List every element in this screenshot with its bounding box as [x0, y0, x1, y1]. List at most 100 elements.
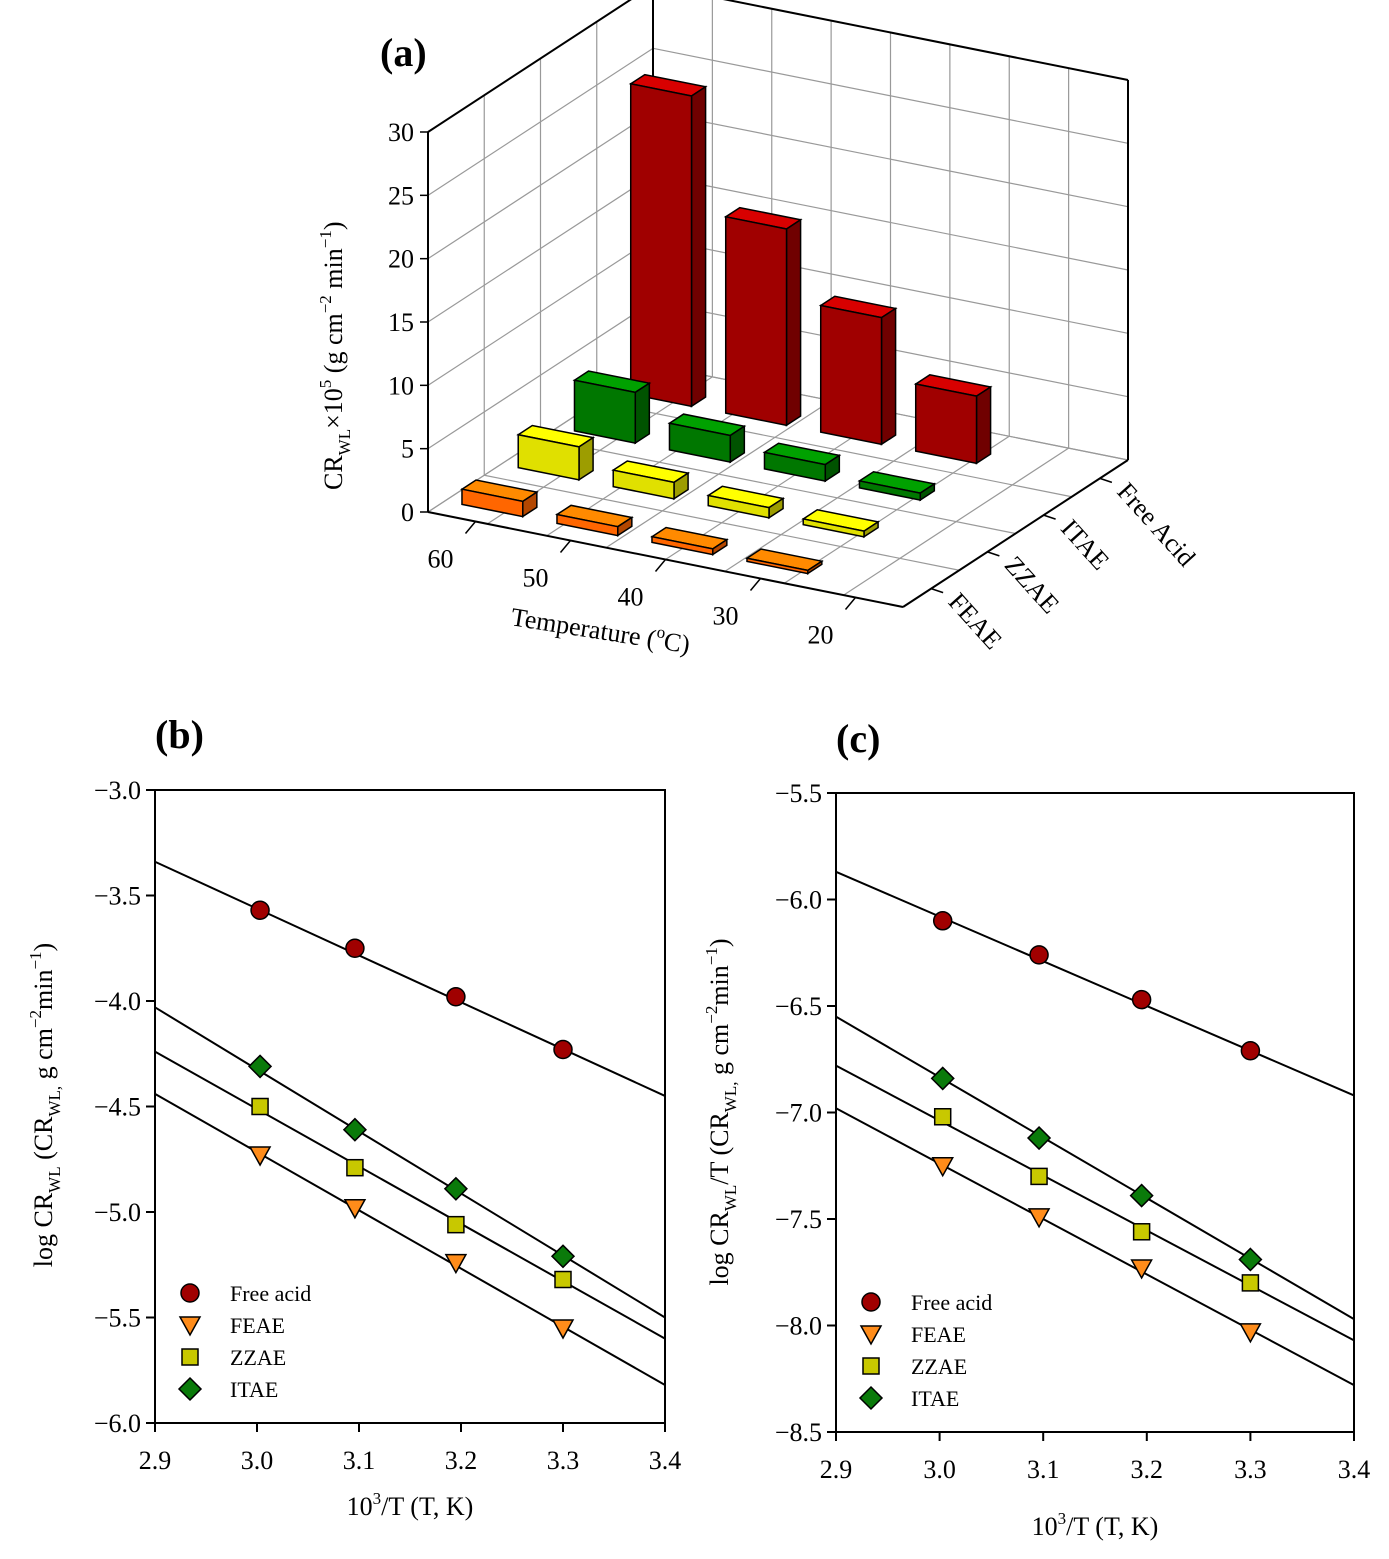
z-tick-label: 25 — [388, 181, 414, 210]
z-tick-label: 30 — [388, 118, 414, 147]
depth-tick-label: ZZAE — [999, 550, 1065, 619]
data-point — [930, 1066, 955, 1091]
data-point — [550, 1244, 576, 1269]
chart-c-fit-lines — [835, 870, 1355, 1387]
data-point — [1130, 1259, 1153, 1280]
data-point — [250, 900, 270, 921]
fit-line-zzae — [154, 1050, 666, 1340]
chart-a-ylabel: CRWL×105 (g cm−2 min−1) — [316, 221, 354, 490]
data-point — [1129, 1183, 1154, 1208]
x-tick-label: 3.2 — [445, 1446, 478, 1475]
bar-feae-30 — [746, 557, 809, 575]
legend-marker — [177, 1376, 203, 1402]
data-point — [1238, 1247, 1263, 1272]
legend-marker — [181, 1348, 199, 1366]
legend-label: Free acid — [911, 1290, 992, 1315]
legend-label: Free acid — [230, 1281, 311, 1306]
fit-line-itae — [154, 1006, 666, 1319]
floor-gridline — [596, 401, 1072, 498]
data-point — [1026, 1125, 1052, 1151]
bar-side — [975, 385, 992, 465]
data-point — [932, 911, 953, 931]
x-tick-label: 30 — [713, 602, 739, 631]
x-tick-label: 50 — [523, 564, 549, 593]
z-tick-label: 20 — [388, 245, 414, 274]
legend-label: ZZAE — [911, 1354, 967, 1379]
depth-tick-label: ITAE — [1055, 514, 1115, 576]
chart-b-frame — [154, 789, 666, 1424]
x-tick-label: 2.9 — [139, 1446, 172, 1475]
x-tick-label: 3.0 — [241, 1446, 274, 1475]
bar-feae-60 — [461, 488, 524, 518]
x-tick-label: 3.1 — [1027, 1455, 1060, 1484]
legend-marker — [178, 1316, 202, 1337]
chart-c-ticks: 2.9 3.0 3.1 3.2 3.3 3.4 −5.5 −6.0 −6.5 −7.0 −7.5 −8… — [775, 779, 1370, 1484]
y-tick-label: −4.0 — [94, 987, 141, 1016]
y-tick-label: −8.0 — [775, 1312, 822, 1341]
chart-a-bars — [460, 73, 993, 575]
chart-a-xlabel: Temperature (oC) — [509, 599, 692, 659]
data-point — [1240, 1040, 1261, 1061]
data-point — [554, 1270, 572, 1289]
chart-c-frame — [835, 792, 1355, 1433]
bar-free-acid-30 — [914, 383, 978, 465]
z-tick-label: 0 — [401, 498, 414, 527]
y-tick-label: −8.5 — [775, 1418, 822, 1447]
bar-zzae-40 — [707, 494, 770, 519]
bar-zzae-60 — [517, 433, 580, 481]
back-top-edge — [722, 0, 1129, 81]
data-point — [247, 1054, 273, 1079]
x-tick — [464, 521, 477, 534]
x-tick-label: 3.3 — [1234, 1455, 1267, 1484]
x-tick-label: 20 — [808, 621, 834, 650]
x-tick — [844, 597, 857, 610]
data-point — [551, 1319, 575, 1340]
chart-b-fit-lines — [154, 860, 666, 1386]
z-tick-label: 5 — [401, 435, 414, 464]
fit-line-free-acid — [835, 870, 1355, 1097]
bar-free-acid-40 — [819, 304, 883, 446]
bar-itae-60 — [573, 379, 637, 444]
legend-marker — [858, 1385, 884, 1411]
y-tick-label: −5.0 — [94, 1198, 141, 1227]
fit-line-itae — [835, 1015, 1355, 1320]
bar-free-acid-50 — [724, 215, 788, 427]
x-tick-label: 3.1 — [343, 1446, 376, 1475]
fit-line-feae — [835, 1107, 1355, 1387]
fit-line-feae — [154, 1092, 666, 1386]
data-point — [342, 1117, 367, 1142]
chart-b-legend: Free acid FEAE ZZAE ITAE — [177, 1281, 311, 1402]
legend-label: ZZAE — [230, 1345, 286, 1370]
legend-label: ITAE — [911, 1386, 959, 1411]
chart-c-xlabel: 103/T (T, K) — [1032, 1509, 1159, 1541]
y-tick-label: −6.0 — [94, 1409, 141, 1438]
legend-label: ITAE — [230, 1377, 278, 1402]
data-point — [1030, 1167, 1048, 1186]
x-tick-label: 3.3 — [547, 1446, 580, 1475]
floor-gridline — [540, 437, 1016, 535]
bar-itae-30 — [858, 480, 922, 501]
x-tick — [654, 559, 667, 572]
data-point — [444, 1253, 468, 1275]
x-tick — [559, 540, 572, 553]
data-point — [346, 1158, 364, 1177]
x-tick-label: 40 — [618, 583, 644, 612]
panel-label-c: (c) — [836, 716, 880, 761]
fit-line-zzae — [835, 1064, 1355, 1342]
y-tick-label: −7.0 — [775, 1099, 822, 1128]
data-point — [443, 1176, 468, 1201]
bar-feae-50 — [556, 513, 619, 537]
data-point — [1241, 1274, 1260, 1292]
panel-label-b: (b) — [155, 712, 204, 757]
chart-c-legend: Free acid FEAE ZZAE ITAE — [858, 1290, 992, 1411]
bar-itae-40 — [763, 451, 827, 482]
x-tick-label: 2.9 — [820, 1455, 853, 1484]
depth-axis-line — [902, 459, 1129, 608]
z-tick-label: 15 — [388, 308, 414, 337]
data-point — [251, 1097, 269, 1116]
chart-b-xlabel: 103/T (T, K) — [347, 1489, 474, 1521]
chart-c-points — [930, 911, 1263, 1344]
y-tick-label: −6.5 — [775, 992, 822, 1021]
depth-tick — [1043, 514, 1056, 520]
legend-label: FEAE — [230, 1313, 285, 1338]
